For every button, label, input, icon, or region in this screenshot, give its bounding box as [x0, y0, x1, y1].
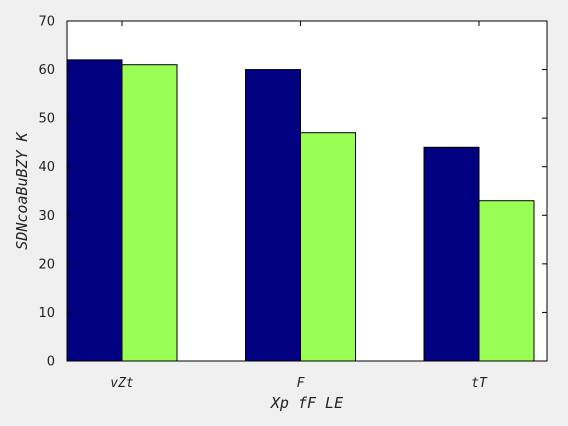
- y-tick-label-60: 60: [38, 63, 55, 78]
- bar-series-1-F: [245, 69, 301, 362]
- bar-series-2-F: [300, 132, 356, 362]
- bar-series-1-tT: [423, 146, 480, 362]
- y-tick-label-10: 10: [38, 306, 55, 321]
- bar-series-2-tT: [478, 200, 535, 362]
- bars-group: [66, 59, 535, 362]
- y-tick-label-70: 70: [38, 15, 55, 30]
- x-tick-label-vZt: vZt: [110, 376, 134, 391]
- y-tick-label-30: 30: [38, 209, 55, 224]
- y-tick-label-0: 0: [47, 355, 55, 370]
- y-tick-label-40: 40: [38, 160, 55, 175]
- plot-frame: [66, 20, 548, 362]
- bar-series-1-vZt: [66, 59, 123, 362]
- y-tick-label-50: 50: [38, 112, 55, 127]
- x-tick-label-F: F: [297, 376, 306, 391]
- x-axis-label: Xp fF LE: [270, 394, 343, 412]
- bar-series-2-vZt: [121, 64, 178, 362]
- y-tick-label-20: 20: [38, 257, 55, 272]
- x-tick-label-tT: tT: [471, 376, 488, 391]
- y-axis-label: SDNcoaBuBZY K: [13, 131, 31, 249]
